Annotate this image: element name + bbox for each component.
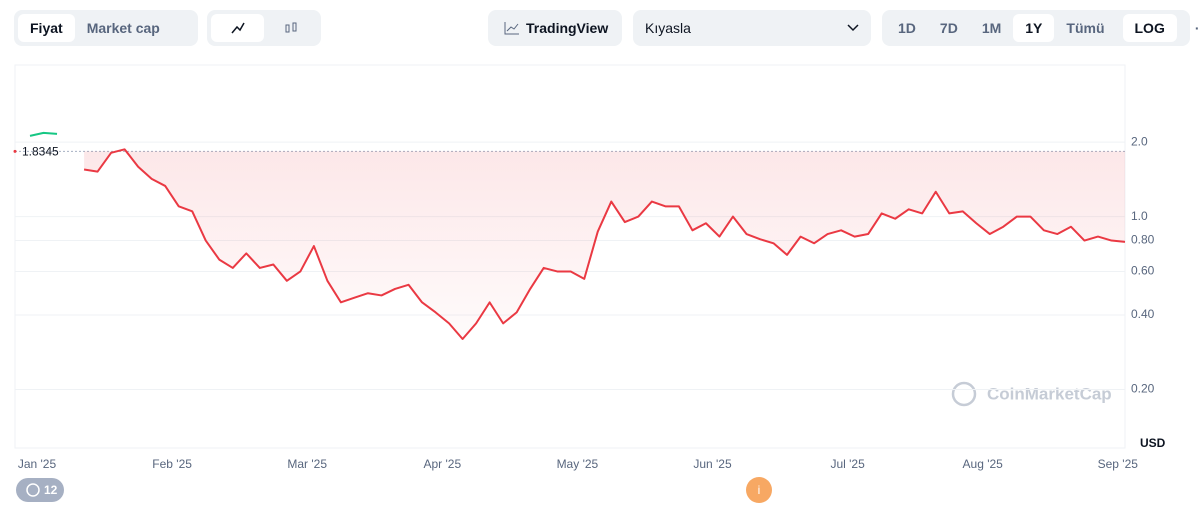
x-tick-label: Aug '25: [963, 457, 1004, 471]
history-icon: [26, 483, 40, 497]
candle-style-button[interactable]: [264, 14, 317, 42]
y-tick-label: 2.0: [1131, 134, 1148, 148]
price-line: [83, 148, 1126, 340]
range-button[interactable]: 1D: [898, 20, 916, 36]
tv-icon: [504, 22, 519, 35]
price-tab[interactable]: Fiyat: [18, 14, 75, 42]
market-cap-tab[interactable]: Market cap: [86, 20, 160, 36]
x-tick-label: Apr '25: [423, 457, 461, 471]
history-badge[interactable]: [16, 478, 64, 502]
x-tick-label: Jun '25: [693, 457, 732, 471]
range-buttons: 1D 7D 1M 1Y Tümü: [886, 14, 1117, 42]
x-tick-label: Jul '25: [830, 457, 865, 471]
watermark-logo: [951, 381, 977, 407]
y-tick-label: 0.80: [1131, 233, 1155, 247]
tradingview-label: TradingView: [526, 20, 609, 36]
y-tick-label: 0.40: [1131, 307, 1155, 321]
line-style-button[interactable]: [211, 14, 264, 42]
y-tick-label: 1.0: [1131, 209, 1148, 223]
x-tick-label: May '25: [557, 457, 599, 471]
plot-frame: [14, 64, 1126, 449]
y-unit: USD: [1140, 436, 1166, 450]
area: [84, 149, 1125, 339]
x-tick-label: Mar '25: [287, 457, 327, 471]
x-tick-label: Sep '25: [1098, 457, 1139, 471]
compare-dropdown[interactable]: Kıyasla: [633, 10, 871, 46]
x-tick-label: Feb '25: [152, 457, 192, 471]
range-group: 1D 7D 1M 1Y Tümü LOG ···: [882, 10, 1200, 46]
x-tick-label: Jan '25: [18, 457, 57, 471]
y-tick-label: 0.60: [1131, 264, 1155, 278]
reference-label: 1.8345: [22, 145, 59, 159]
range-button[interactable]: 1Y: [1013, 14, 1055, 42]
tradingview-button[interactable]: TradingView: [492, 14, 620, 42]
info-marker[interactable]: [746, 477, 772, 503]
tradingview-group: TradingView: [488, 10, 622, 46]
range-button[interactable]: Tümü: [1066, 20, 1105, 36]
chevron: [847, 24, 859, 32]
view-toggle: Fiyat Market cap: [14, 10, 198, 46]
log-button[interactable]: LOG: [1122, 14, 1177, 42]
range-button[interactable]: 7D: [939, 20, 958, 36]
y-tick-label: 0.20: [1131, 382, 1155, 396]
reference-dot: [13, 149, 17, 153]
range-button[interactable]: 1M: [981, 20, 1002, 36]
watermark: CoinMarketCap: [987, 384, 1112, 403]
info-icon: i: [758, 483, 761, 497]
chart-style-toggle: [207, 10, 321, 46]
compare-label: Kıyasla: [645, 20, 691, 36]
line-icon: [230, 22, 245, 34]
badge-count: 12: [44, 483, 58, 497]
candle-icon: [285, 22, 296, 33]
price-line: [29, 131, 58, 137]
more-button[interactable]: ···: [1194, 20, 1200, 36]
